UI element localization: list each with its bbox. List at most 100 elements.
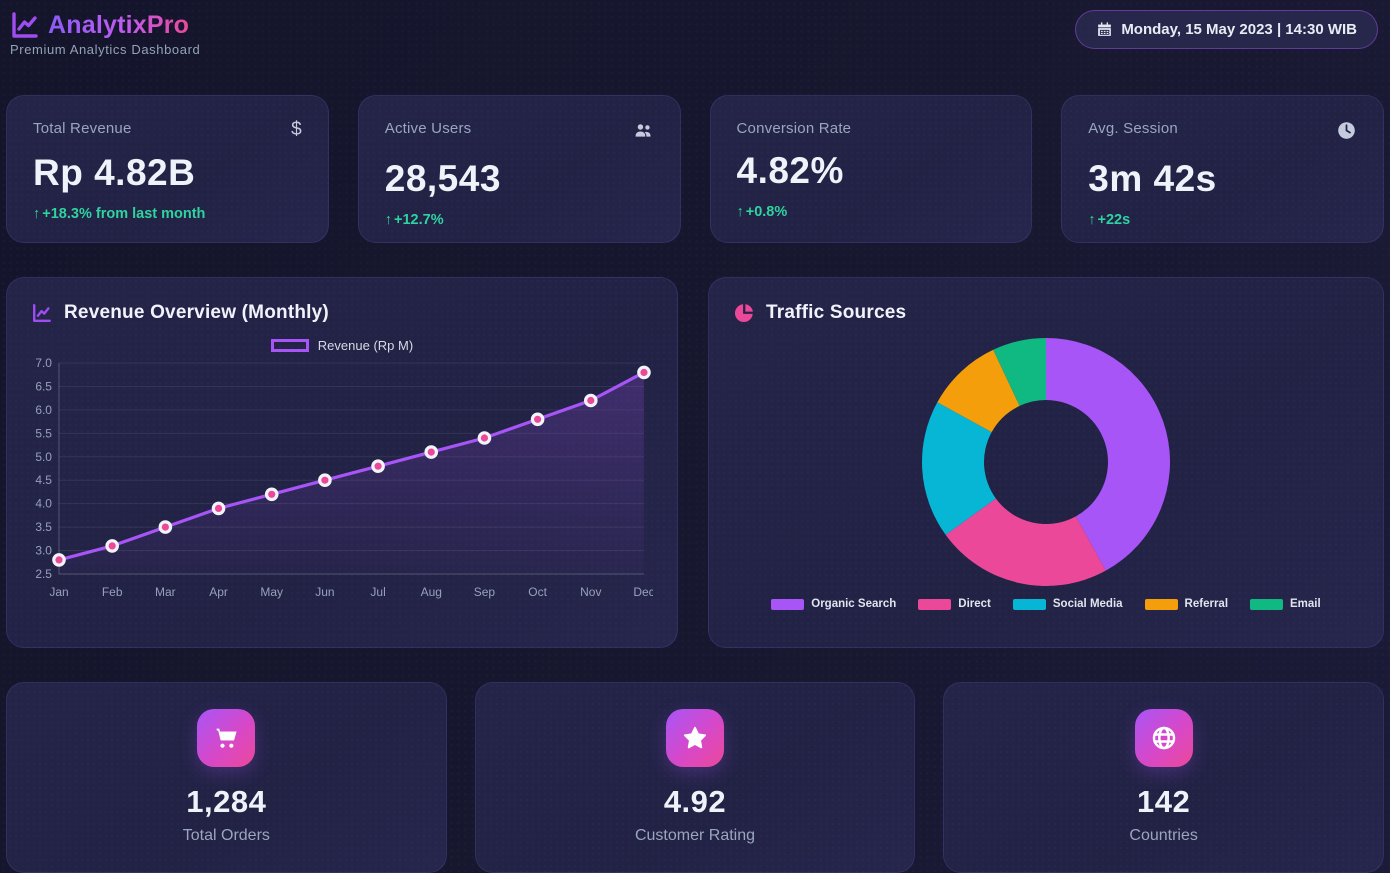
- svg-text:Dec: Dec: [633, 585, 653, 599]
- legend-swatch: [1144, 598, 1178, 610]
- mini-card-value: 142: [1137, 784, 1191, 819]
- stat-value: 3m 42s: [1088, 158, 1217, 199]
- header: AnalytixPro Premium Analytics Dashboard …: [6, 8, 1384, 74]
- date-badge[interactable]: Monday, 15 May 2023 | 14:30 WIB: [1075, 10, 1378, 49]
- stat-delta-text: +18.3% from last month: [42, 206, 206, 222]
- stats-row: Total Revenue $ Rp 4.82B ↑ +18.3% from l…: [6, 95, 1384, 243]
- pie-chart-icon: [733, 302, 755, 324]
- svg-text:Mar: Mar: [155, 585, 176, 599]
- svg-text:7.0: 7.0: [35, 356, 52, 370]
- star-icon: [665, 709, 724, 767]
- calendar-icon: [1096, 21, 1113, 38]
- app-subtitle: Premium Analytics Dashboard: [10, 42, 201, 57]
- mini-card-label: Customer Rating: [634, 827, 756, 844]
- traffic-donut-chart[interactable]: [920, 336, 1172, 588]
- svg-text:5.0: 5.0: [35, 450, 52, 464]
- svg-text:Apr: Apr: [209, 585, 228, 599]
- stat-delta-text: +0.8%: [745, 204, 788, 220]
- revenue-chart-legend[interactable]: Revenue (Rp M): [31, 337, 653, 353]
- legend-label: Direct: [958, 598, 991, 610]
- legend-swatch: [270, 338, 309, 352]
- revenue-chart-card: Revenue Overview (Monthly) Revenue (Rp M…: [6, 277, 678, 648]
- svg-text:Nov: Nov: [580, 585, 601, 599]
- up-arrow-icon: ↑: [33, 206, 41, 222]
- stat-delta-text: +22s: [1097, 212, 1131, 228]
- svg-text:Sep: Sep: [474, 585, 496, 599]
- stat-delta: ↑ +18.3% from last month: [33, 206, 302, 222]
- svg-text:2.5: 2.5: [35, 567, 52, 581]
- stat-label: Active Users: [384, 120, 472, 137]
- stat-label: Conversion Rate: [736, 120, 852, 137]
- svg-text:Jun: Jun: [315, 585, 334, 599]
- mini-card-value: 4.92: [663, 784, 727, 819]
- svg-text:4.0: 4.0: [35, 497, 52, 511]
- stat-card-active-users: Active Users 28,543 ↑ +12.7%: [357, 95, 681, 243]
- stat-value: Rp 4.82B: [33, 152, 196, 193]
- legend-item[interactable]: Social Media: [1012, 598, 1123, 610]
- legend-label: Email: [1290, 598, 1321, 610]
- mini-card-value: 1,284: [186, 784, 267, 819]
- bottom-row: 1,284 Total Orders 4.92 Customer Rating …: [6, 682, 1384, 873]
- svg-text:Oct: Oct: [528, 585, 547, 599]
- stat-label: Total Revenue: [33, 120, 132, 137]
- legend-item[interactable]: Referral: [1144, 598, 1229, 610]
- stat-delta: ↑ +0.8%: [737, 204, 1006, 220]
- stat-value: 4.82%: [736, 150, 844, 191]
- legend-swatch: [918, 598, 952, 610]
- customer-rating-card: 4.92 Customer Rating: [474, 682, 916, 873]
- legend-swatch: [1250, 598, 1284, 610]
- svg-text:6.0: 6.0: [35, 403, 52, 417]
- total-orders-card: 1,284 Total Orders: [6, 682, 447, 873]
- mini-card-label: Total Orders: [182, 827, 270, 844]
- legend-swatch: [1012, 598, 1046, 610]
- globe-icon: [1134, 709, 1193, 767]
- svg-text:4.5: 4.5: [35, 473, 52, 487]
- charts-row: Revenue Overview (Monthly) Revenue (Rp M…: [6, 277, 1384, 648]
- legend-label: Organic Search: [811, 598, 897, 610]
- svg-text:Jan: Jan: [49, 585, 68, 599]
- line-chart-logo-icon: [10, 10, 40, 40]
- up-arrow-icon: ↑: [736, 204, 744, 220]
- traffic-chart-title: Traffic Sources: [765, 302, 907, 323]
- legend-item[interactable]: Organic Search: [771, 598, 896, 610]
- clock-icon: [1336, 120, 1357, 145]
- stat-value: 28,543: [384, 158, 501, 199]
- svg-text:Aug: Aug: [421, 585, 442, 599]
- svg-text:5.5: 5.5: [35, 426, 52, 440]
- dollar-icon: $: [291, 119, 302, 140]
- stat-delta: ↑ +22s: [1088, 212, 1357, 228]
- revenue-line-chart[interactable]: 7.0 6.5 6.0 5.5 5.0 4.5 4.0 3.5 3.0 2.5 Jan Feb Mar A…: [31, 356, 653, 604]
- revenue-chart-title: Revenue Overview (Monthly): [64, 302, 329, 323]
- legend-item[interactable]: Direct: [918, 598, 991, 610]
- svg-text:Jul: Jul: [370, 585, 385, 599]
- brand: AnalytixPro Premium Analytics Dashboard: [10, 10, 201, 58]
- up-arrow-icon: ↑: [384, 212, 392, 228]
- legend-swatch: [771, 598, 805, 610]
- legend-label: Referral: [1184, 598, 1229, 610]
- line-chart-icon: [31, 302, 53, 324]
- cart-icon: [197, 709, 256, 767]
- stat-card-total-revenue: Total Revenue $ Rp 4.82B ↑ +18.3% from l…: [6, 95, 329, 243]
- svg-text:6.5: 6.5: [35, 379, 52, 393]
- traffic-legend: Organic Search Direct Social Media Referral…: [733, 598, 1359, 610]
- stat-card-conversion-rate: Conversion Rate 4.82% ↑ +0.8%: [709, 95, 1033, 243]
- countries-card: 142 Countries: [943, 682, 1384, 873]
- users-icon: [633, 120, 654, 145]
- legend-label: Social Media: [1052, 598, 1123, 610]
- legend-label: Revenue (Rp M): [317, 337, 414, 353]
- mini-card-label: Countries: [1129, 827, 1198, 844]
- stat-delta: ↑ +12.7%: [385, 212, 654, 228]
- svg-text:Feb: Feb: [102, 585, 123, 599]
- legend-item[interactable]: Email: [1250, 598, 1321, 610]
- svg-text:May: May: [260, 585, 283, 599]
- date-badge-text: Monday, 15 May 2023 | 14:30 WIB: [1121, 21, 1357, 38]
- svg-text:3.0: 3.0: [35, 544, 52, 558]
- up-arrow-icon: ↑: [1088, 212, 1096, 228]
- app-title: AnalytixPro: [48, 10, 190, 39]
- traffic-sources-card: Traffic Sources Organic Search Direct Soci…: [707, 277, 1384, 648]
- stat-card-avg-session: Avg. Session 3m 42s ↑ +22s: [1061, 95, 1384, 243]
- stat-delta-text: +12.7%: [394, 212, 444, 228]
- stat-label: Avg. Session: [1088, 120, 1178, 137]
- svg-text:3.5: 3.5: [35, 520, 52, 534]
